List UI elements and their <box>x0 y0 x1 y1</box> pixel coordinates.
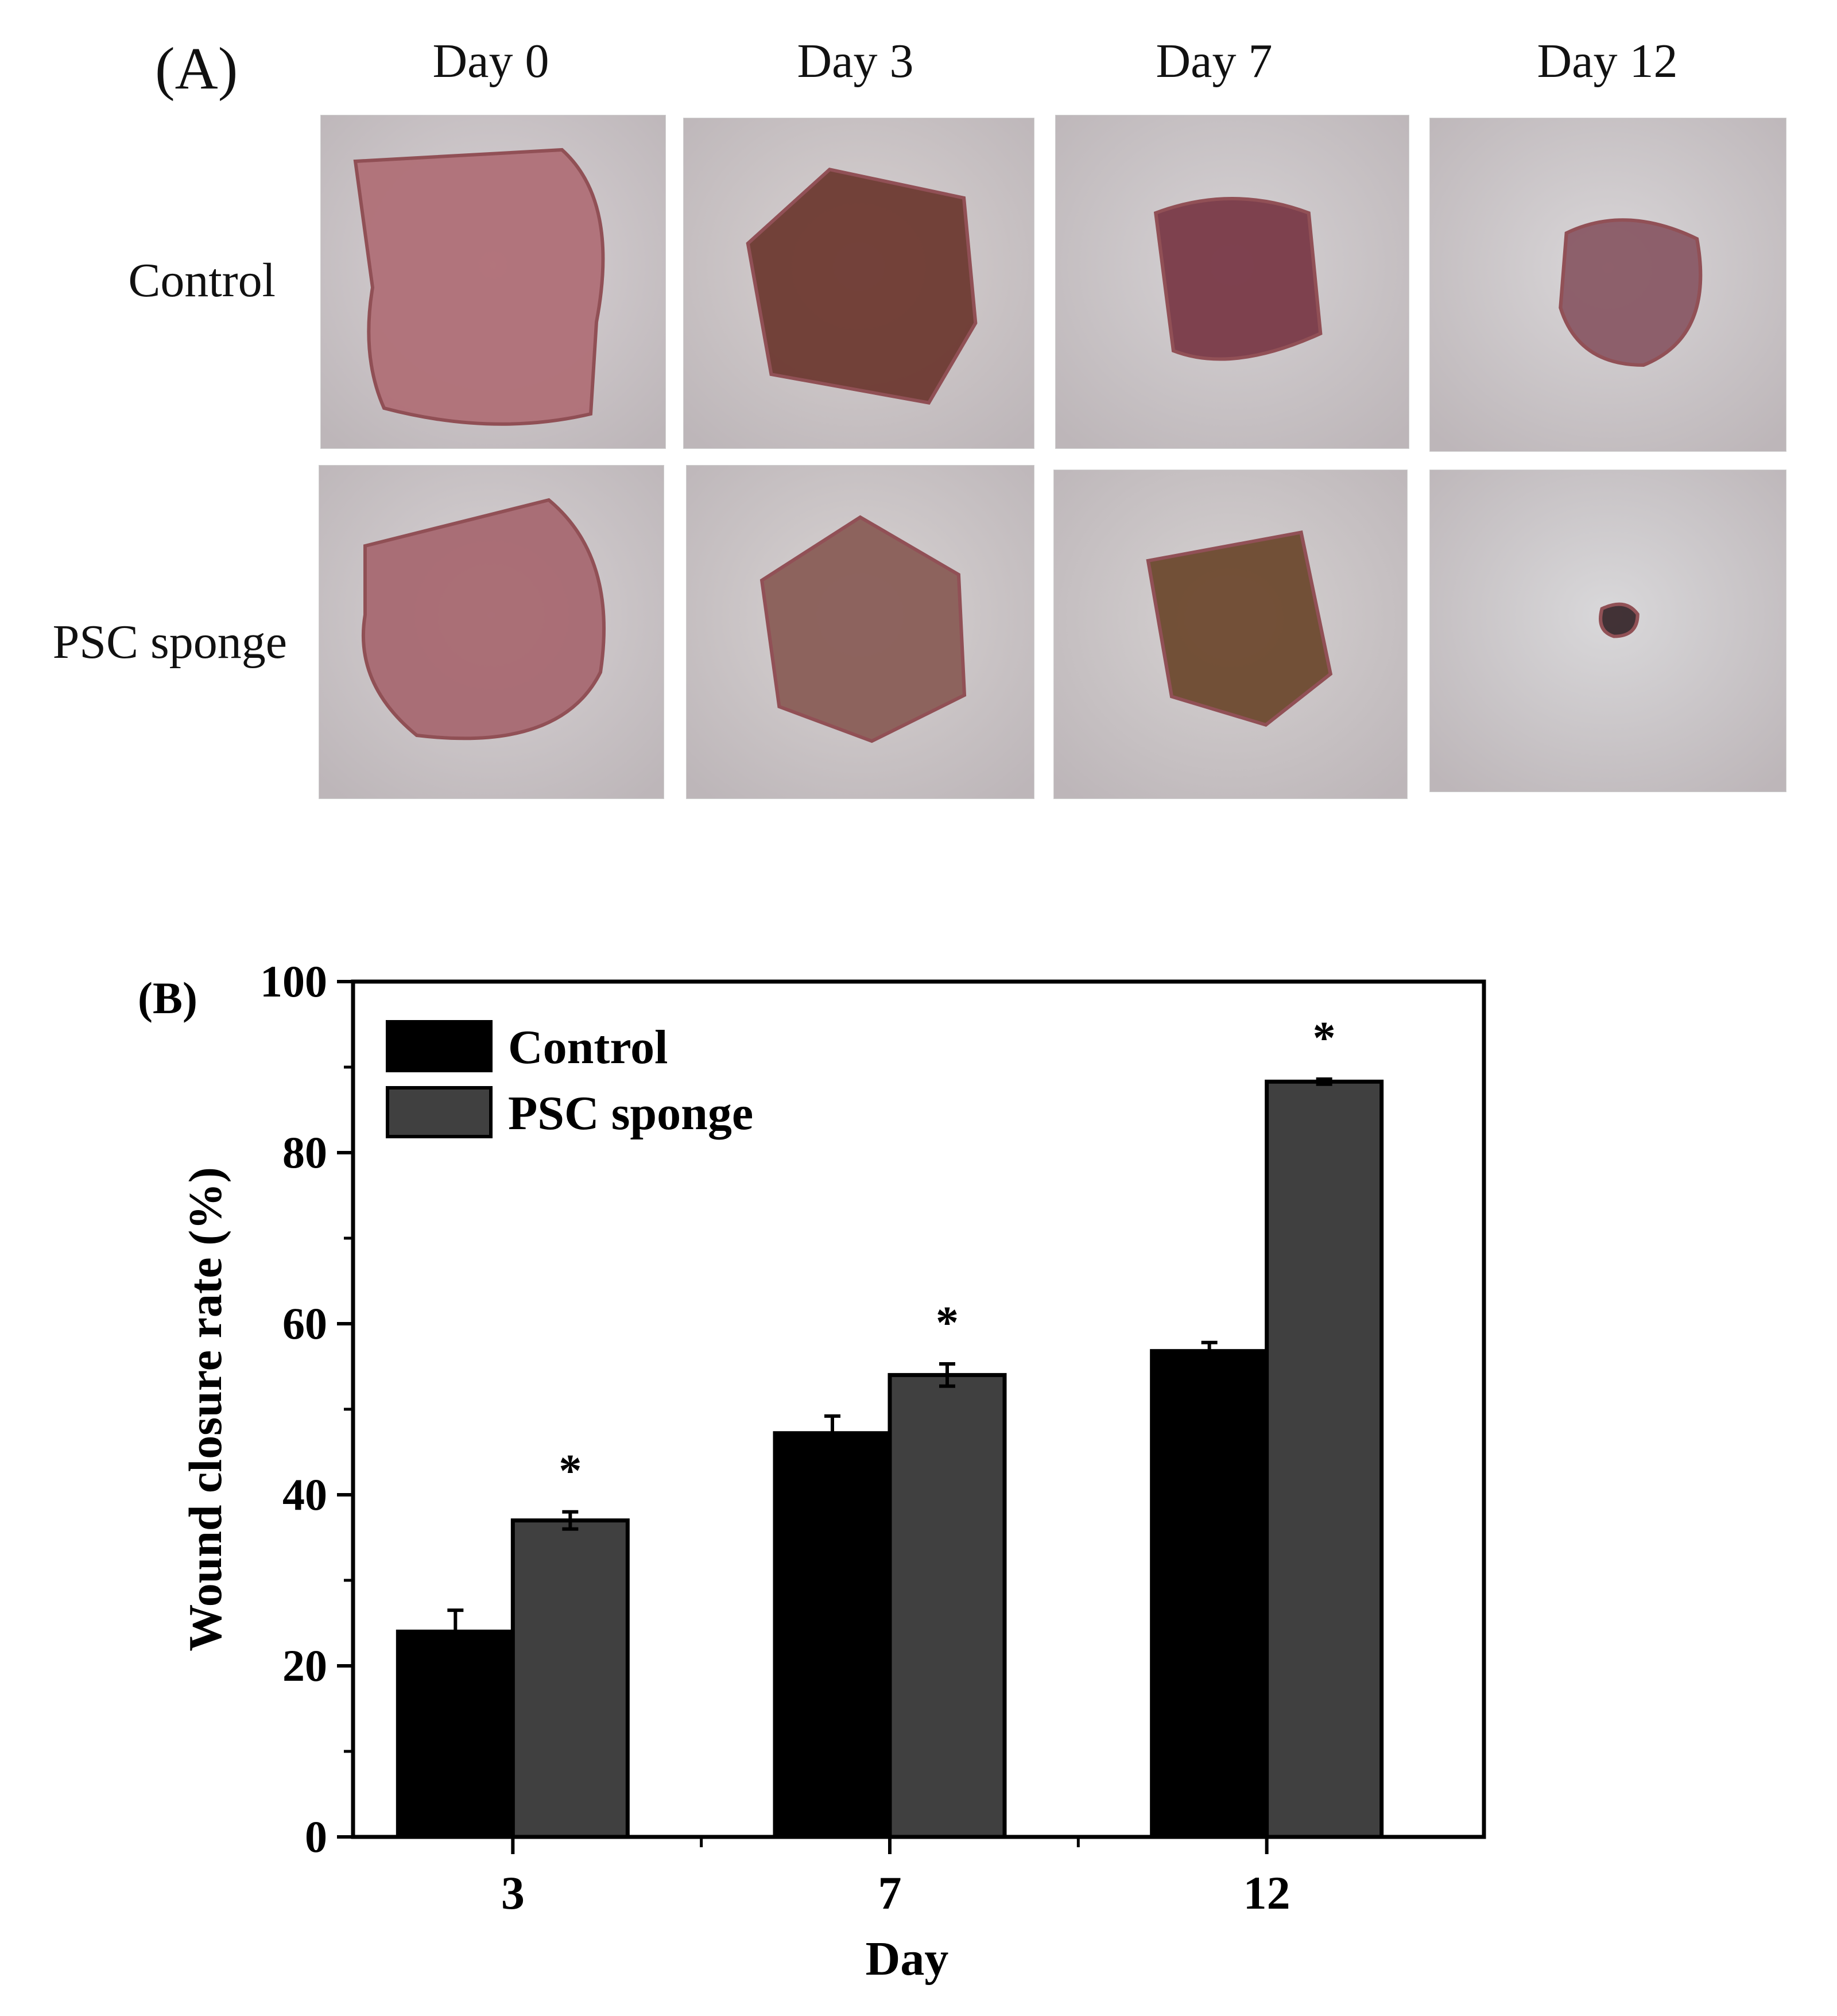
psc-day0-photo <box>319 465 664 799</box>
row-label-psc-sponge: PSC sponge <box>52 615 287 669</box>
significance-marker: * <box>559 1446 582 1497</box>
bar-psc-sponge <box>510 1518 630 1839</box>
column-label-day3: Day 3 <box>797 34 914 88</box>
psc-day7-photo <box>1053 470 1408 799</box>
legend-swatch <box>386 1086 493 1138</box>
control-day0-photo <box>320 115 666 449</box>
significance-marker: * <box>1313 1013 1336 1064</box>
y-tick-label: 20 <box>282 1641 327 1691</box>
bar-control <box>1150 1349 1269 1839</box>
bar-control <box>773 1431 892 1839</box>
bar-psc-sponge <box>888 1373 1007 1839</box>
x-axis-label: Day <box>866 1932 949 1986</box>
legend-label: Control <box>508 1021 668 1074</box>
bar-control <box>396 1629 515 1839</box>
x-tick-label: 3 <box>501 1867 525 1919</box>
y-tick-label: 100 <box>260 956 327 1006</box>
significance-marker: * <box>936 1298 959 1348</box>
column-label-day7: Day 7 <box>1156 34 1273 88</box>
legend-label: PSC sponge <box>508 1087 753 1140</box>
row-label-control: Control <box>128 254 276 307</box>
column-label-day12: Day 12 <box>1537 34 1678 88</box>
legend-swatch <box>386 1020 493 1072</box>
psc-day3-photo <box>686 465 1034 799</box>
control-day7-photo <box>1055 115 1409 449</box>
bar-psc-sponge <box>1265 1079 1384 1839</box>
wound-closure-chart: (B) 0 20 40 60 80 100 Wound closure rate (%) 3 7 1… <box>138 956 1486 1986</box>
x-tick-label: 12 <box>1243 1867 1290 1919</box>
panel-a-label: (A) <box>155 36 238 102</box>
y-axis-label: Wound closure rate (%) <box>179 1167 231 1651</box>
control-day12-photo <box>1429 118 1786 452</box>
control-day3-photo <box>683 118 1034 449</box>
panel-b-label: (B) <box>138 973 197 1023</box>
x-tick-label: 7 <box>878 1867 902 1919</box>
column-label-day0: Day 0 <box>432 34 549 88</box>
y-tick-label: 40 <box>282 1470 327 1519</box>
y-tick-label: 80 <box>282 1127 327 1177</box>
y-tick-label: 60 <box>282 1298 327 1348</box>
y-tick-label: 0 <box>305 1812 327 1862</box>
psc-day12-photo <box>1429 470 1786 792</box>
